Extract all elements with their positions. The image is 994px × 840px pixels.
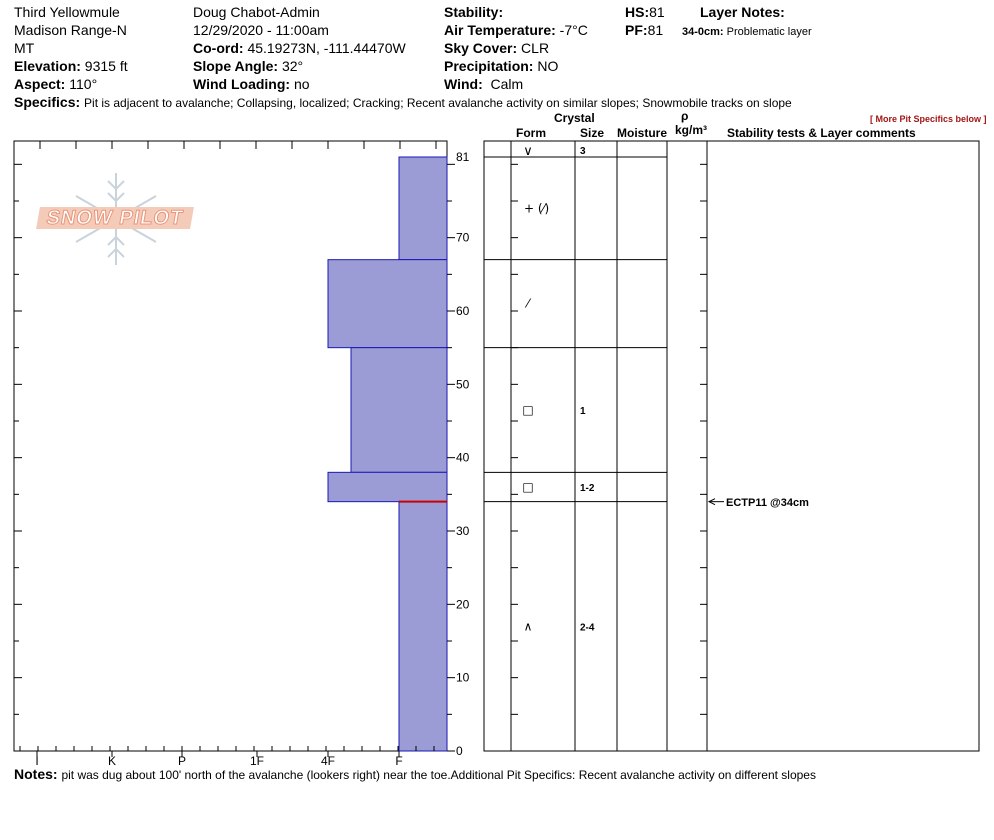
layer-note-text: Problematic layer: [726, 26, 812, 38]
specifics-label: Specifics:: [14, 94, 81, 110]
hardness-tick-label: I: [35, 754, 38, 768]
elevation-value: 9315 ft: [84, 58, 128, 74]
layer-notes-label: Layer Notes:: [700, 4, 785, 20]
depth-tick-label: 81: [456, 150, 470, 164]
rho-header: ρ: [681, 109, 689, 123]
precip-row: Precipitation: NO: [444, 58, 558, 75]
layer-form-symbol: □: [522, 403, 533, 417]
layer-table-frame: [483, 140, 980, 752]
specifics-text: Pit is adjacent to avalanche; Collapsing…: [84, 96, 792, 110]
hs-value: 81: [649, 4, 665, 20]
aspect-row: Aspect: 110°: [14, 76, 97, 93]
hardness-tick-label: F: [395, 754, 402, 768]
location-name: Third Yellowmule: [14, 4, 120, 20]
stability-test-label: ECTP11 @34cm: [726, 496, 809, 509]
layer-form-symbol: + (⁄): [524, 201, 549, 215]
sky-row: Sky Cover: CLR: [444, 40, 549, 57]
test-arrow-head-0: [707, 498, 716, 506]
layer-note-range: 34-0cm:: [682, 26, 724, 38]
depth-tick-label: 70: [456, 231, 470, 245]
pf-value: 81: [647, 22, 664, 38]
hardness-bar-3: [327, 471, 448, 503]
hs-row: HS:81: [625, 4, 665, 21]
precip-value: NO: [537, 58, 559, 74]
layer-form-symbol: ⁄: [524, 297, 532, 311]
coord-row: Co-ord: 45.19273N, -111.44470W: [193, 40, 406, 57]
surface-size: 3: [580, 146, 586, 157]
wind-loading-value: no: [293, 76, 310, 92]
coord-label: Co-ord:: [193, 40, 244, 56]
depth-tick-label: 60: [456, 304, 470, 318]
layer-form-symbol: ∧: [524, 619, 533, 633]
mountain-range: Madison Range-N: [14, 22, 127, 38]
hardness-tick-label: K: [108, 754, 116, 768]
notes-row: Notes: pit was dug about 100' north of t…: [14, 766, 816, 784]
stability-comments-header: Stability tests & Layer comments: [727, 126, 916, 140]
size-header: Size: [580, 126, 605, 140]
moisture-header: Moisture: [617, 126, 668, 140]
specifics-row: Specifics: Pit is adjacent to avalanche;…: [14, 94, 792, 112]
aspect-value: 110°: [69, 76, 98, 92]
sky-label: Sky Cover:: [444, 40, 518, 56]
form-header: Form: [516, 126, 546, 140]
depth-tick-label: 50: [456, 377, 470, 391]
layer-size: 2-4: [580, 622, 595, 633]
wind-label: Wind:: [444, 76, 483, 92]
depth-tick-label: 0: [456, 744, 463, 758]
depth-tick-label: 40: [456, 451, 470, 465]
hardness-tick-label: P: [178, 754, 186, 768]
hardness-bar-1: [327, 259, 448, 349]
crystal-header: Crystal: [554, 111, 595, 125]
depth-tick-label: 30: [456, 524, 470, 538]
depth-tick-label: 10: [456, 671, 470, 685]
elevation-row: Elevation: 9315 ft: [14, 58, 128, 75]
layer-size: 1: [580, 406, 586, 417]
hardness-bar-4: [398, 501, 448, 752]
hardness-bar-2: [350, 347, 448, 473]
hs-label: HS:: [625, 4, 650, 20]
datetime: 12/29/2020 - 11:00am: [193, 22, 329, 38]
slope-row: Slope Angle: 32°: [193, 58, 303, 75]
depth-tick-label: 20: [456, 597, 470, 611]
wind-value: Calm: [490, 76, 524, 92]
air-temp-label: Air Temperature:: [444, 22, 556, 38]
snowpilot-logo: SNOW PILOT: [36, 170, 194, 268]
surface-form-symbol: ∨: [523, 144, 533, 159]
precip-label: Precipitation:: [444, 58, 534, 74]
aspect-label: Aspect:: [14, 76, 66, 92]
air-temp-row: Air Temperature: -7°C: [444, 22, 588, 39]
density-unit-header: kg/m³: [675, 123, 708, 137]
state: MT: [14, 40, 35, 56]
notes-label: Notes:: [14, 766, 58, 782]
wind-row: Wind: Calm: [444, 76, 523, 93]
slope-label: Slope Angle:: [193, 58, 279, 74]
pf-row: PF:81: [625, 22, 663, 39]
more-pit-specifics-link[interactable]: [ More Pit Specifics below ]: [870, 114, 987, 124]
wind-loading-row: Wind Loading: no: [193, 76, 310, 93]
air-temp-value: -7°C: [559, 22, 588, 38]
observer: Doug Chabot-Admin: [193, 4, 320, 20]
hardness-tick-label: 1F: [250, 754, 264, 768]
stability-row: Stability:: [444, 4, 503, 21]
layer-form-symbol: □: [522, 480, 533, 494]
pf-label: PF:: [625, 22, 648, 38]
hardness-bar-0: [398, 156, 448, 261]
slope-value: 32°: [281, 58, 304, 74]
coord-value: 45.19273N, -111.44470W: [247, 40, 406, 56]
hardness-tick-label: 4F: [321, 754, 335, 768]
notes-text: pit was dug about 100' north of the aval…: [61, 768, 816, 782]
elevation-label: Elevation:: [14, 58, 81, 74]
sky-value: CLR: [521, 40, 550, 56]
layer-size: 1-2: [580, 483, 595, 494]
stability-label: Stability:: [444, 4, 504, 20]
layer-note: 34-0cm: Problematic layer: [682, 24, 812, 41]
wind-loading-label: Wind Loading:: [193, 76, 291, 92]
